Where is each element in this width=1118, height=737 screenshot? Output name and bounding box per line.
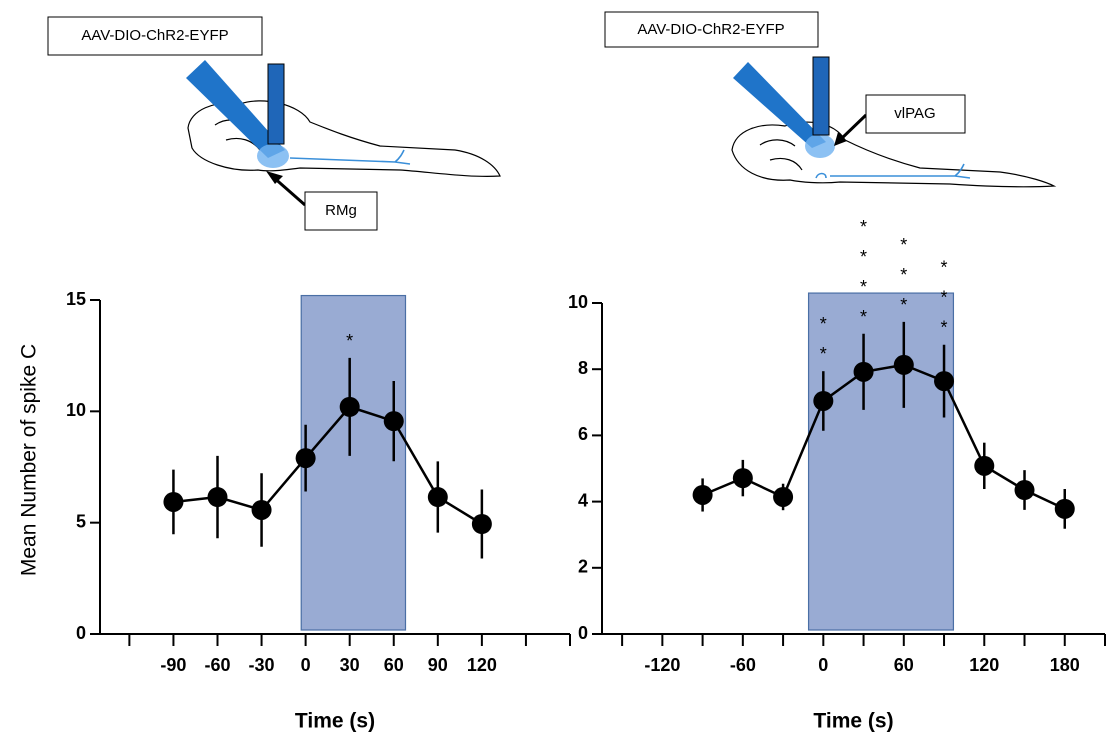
data-point	[934, 371, 955, 392]
data-point	[383, 411, 404, 432]
data-point	[427, 487, 448, 508]
data-point	[207, 487, 228, 508]
x-tick-label: -60	[204, 655, 230, 675]
data-point	[163, 491, 184, 512]
data-point	[732, 468, 753, 489]
schematic-left	[187, 100, 501, 177]
y-tick-label: 15	[66, 289, 86, 309]
optic-fiber	[267, 63, 285, 145]
data-point	[1014, 480, 1035, 501]
label-box	[604, 11, 819, 48]
x-axis-label: Time (s)	[813, 710, 893, 733]
data-point	[773, 486, 794, 507]
stimulation-region	[807, 292, 955, 631]
brain-outline	[187, 100, 501, 177]
x-tick-label: 90	[428, 655, 448, 675]
y-tick-label: 8	[578, 358, 588, 378]
label-box	[47, 16, 263, 56]
arrow-head	[266, 171, 283, 184]
label-box	[304, 191, 378, 231]
y-tick-label: 4	[578, 490, 588, 510]
series-line	[702, 363, 1066, 511]
x-tick-label: 0	[818, 655, 828, 675]
data-point	[471, 514, 492, 535]
x-tick-label: 120	[969, 655, 999, 675]
x-tick-label: -120	[644, 655, 680, 675]
virus-label: AAV-DIO-ChR2-EYFP	[81, 27, 228, 44]
data-point	[1054, 498, 1075, 519]
light-cone	[186, 60, 285, 158]
data-point	[893, 354, 914, 375]
y-tick-label: 6	[578, 424, 588, 444]
stimulation-region	[300, 294, 407, 631]
significance-marker: *	[346, 331, 353, 351]
data-point	[339, 396, 360, 417]
virus-label: AAV-DIO-ChR2-EYFP	[637, 21, 784, 38]
y-tick-label: 5	[76, 511, 86, 531]
x-tick-label: -60	[730, 655, 756, 675]
optic-fiber	[812, 56, 830, 136]
significance-marker: * * *	[941, 257, 948, 337]
data-point	[853, 361, 874, 382]
target-label: RMg	[325, 202, 357, 219]
target-label: vlPAG	[894, 105, 935, 122]
tract	[815, 163, 971, 179]
y-tick-label: 0	[76, 623, 86, 643]
arrow	[838, 113, 868, 142]
data-point	[974, 455, 995, 476]
x-tick-label: -90	[160, 655, 186, 675]
y-axis-label: Mean Number of spike C	[18, 344, 41, 576]
data-point	[692, 484, 713, 505]
y-tick-label: 0	[578, 623, 588, 643]
y-tick-label: 10	[568, 292, 588, 312]
significance-marker: * * * *	[860, 217, 867, 327]
arrow-head	[834, 132, 847, 146]
light-spot	[257, 144, 289, 168]
x-tick-label: 0	[301, 655, 311, 675]
y-tick-label: 10	[66, 400, 86, 420]
significance-marker: * *	[820, 314, 827, 364]
brain-detail	[759, 139, 803, 171]
y-tick-label: 2	[578, 557, 588, 577]
x-tick-label: 180	[1050, 655, 1080, 675]
data-point	[251, 499, 272, 520]
significance-marker: * * *	[900, 235, 907, 315]
x-tick-label: 30	[340, 655, 360, 675]
data-point	[295, 448, 316, 469]
label-box	[865, 94, 966, 134]
light-cone	[733, 62, 826, 148]
tract	[289, 149, 411, 165]
x-tick-label: -30	[249, 655, 275, 675]
x-tick-label: 60	[384, 655, 404, 675]
x-tick-label: 120	[467, 655, 497, 675]
x-axis-label: Time (s)	[295, 710, 375, 733]
data-point	[813, 390, 834, 411]
light-spot	[805, 134, 835, 158]
x-tick-label: 60	[894, 655, 914, 675]
